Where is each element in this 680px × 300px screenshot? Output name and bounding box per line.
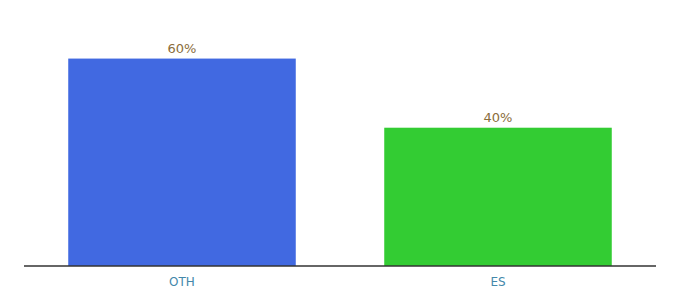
x-axis-line — [24, 265, 656, 267]
bar — [68, 59, 296, 266]
data-label: 40% — [484, 110, 513, 125]
x-tick-label: OTH — [169, 275, 195, 289]
bar — [384, 128, 612, 266]
chart: 60% 40% OTH ES — [0, 0, 680, 300]
data-labels: 60% 40% — [168, 41, 513, 125]
x-axis: OTH ES — [169, 275, 506, 289]
bars — [68, 59, 612, 266]
chart-container: 60% 40% OTH ES — [0, 0, 680, 300]
x-tick-label: ES — [490, 275, 505, 289]
data-label: 60% — [168, 41, 197, 56]
